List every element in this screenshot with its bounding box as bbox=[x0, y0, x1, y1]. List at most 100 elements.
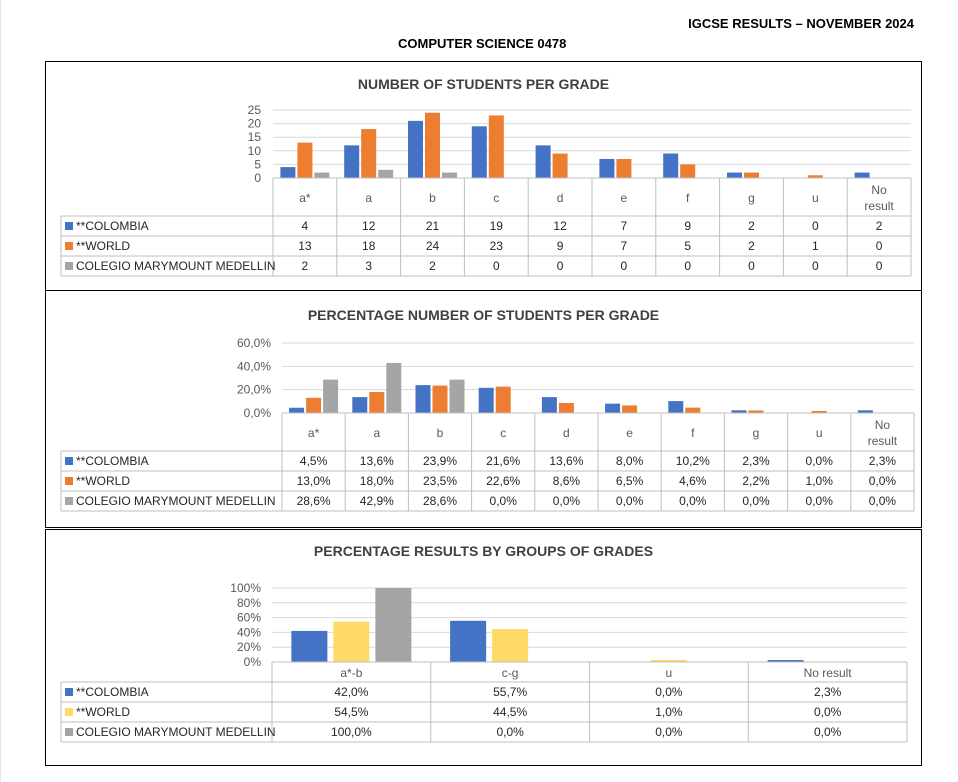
page-left-rule bbox=[0, 0, 1, 782]
chart-panel-groups-of-grades: PERCENTAGE RESULTS BY GROUPS OF GRADES 0%… bbox=[45, 529, 922, 766]
x-tick-label: c bbox=[493, 191, 499, 205]
legend-entry: **WORLD bbox=[76, 474, 130, 488]
data-label: 7 bbox=[621, 239, 628, 253]
legend-key bbox=[65, 222, 73, 230]
data-label: 0,0% bbox=[814, 705, 842, 719]
data-label: 100,0% bbox=[331, 725, 372, 739]
data-label: 55,7% bbox=[493, 685, 527, 699]
bar bbox=[857, 410, 873, 413]
chart-panel-students-per-grade: NUMBER OF STUDENTS PER GRADE 0 5 10 15 20 25 a*… bbox=[45, 61, 922, 291]
data-label: 2 bbox=[748, 239, 755, 253]
x-tick-label: b bbox=[437, 426, 444, 440]
data-label: 9 bbox=[557, 239, 564, 253]
y-tick-label: 20,0% bbox=[237, 383, 271, 397]
legend-key bbox=[65, 728, 73, 736]
chart-title: NUMBER OF STUDENTS PER GRADE bbox=[358, 76, 609, 92]
x-tick-label: No result bbox=[804, 666, 853, 680]
bar bbox=[811, 411, 827, 413]
x-tick-label: a bbox=[365, 191, 372, 205]
data-label: 0 bbox=[493, 259, 500, 273]
data-label: 8,0% bbox=[616, 454, 644, 468]
x-tick-label: u bbox=[816, 426, 823, 440]
x-tick-label: result bbox=[864, 199, 894, 213]
data-label: 13,0% bbox=[297, 474, 331, 488]
legend-key bbox=[65, 457, 73, 465]
data-label: 0 bbox=[748, 259, 755, 273]
x-tick-label: a* bbox=[308, 426, 320, 440]
y-tick-label: 10 bbox=[248, 144, 262, 158]
x-tick-label: u bbox=[812, 191, 819, 205]
bar bbox=[767, 660, 804, 662]
data-label: 12 bbox=[362, 219, 376, 233]
chart-1-svg: NUMBER OF STUDENTS PER GRADE0510152025a*… bbox=[60, 76, 912, 277]
data-label: 9 bbox=[684, 219, 691, 233]
x-tick-label: No bbox=[871, 183, 887, 197]
data-label: 2,3% bbox=[742, 454, 770, 468]
x-tick-label: g bbox=[748, 191, 755, 205]
legend-entry: COLEGIO MARYMOUNT MEDELLIN bbox=[76, 259, 276, 273]
data-label: 24 bbox=[426, 239, 440, 253]
data-label: 2 bbox=[876, 219, 883, 233]
bar bbox=[668, 401, 684, 413]
legend-entry: **COLOMBIA bbox=[76, 685, 149, 699]
data-label: 21 bbox=[426, 219, 440, 233]
data-label: 7 bbox=[621, 219, 628, 233]
bar bbox=[807, 175, 823, 178]
x-tick-label: f bbox=[686, 191, 690, 205]
bar bbox=[650, 660, 687, 662]
data-label: 4,6% bbox=[679, 474, 707, 488]
data-label: 2 bbox=[302, 259, 309, 273]
bar bbox=[492, 629, 529, 662]
bar bbox=[727, 172, 742, 178]
chart-title: PERCENTAGE NUMBER OF STUDENTS PER GRADE bbox=[308, 307, 659, 323]
bar bbox=[291, 630, 328, 662]
chart-2-svg: PERCENTAGE NUMBER OF STUDENTS PER GRADE 0… bbox=[60, 307, 915, 512]
data-label: 23,5% bbox=[423, 474, 457, 488]
legend-entry: COLEGIO MARYMOUNT MEDELLIN bbox=[76, 725, 276, 739]
y-tick-label: 0,0% bbox=[244, 406, 272, 420]
legend-key bbox=[65, 242, 73, 250]
bar bbox=[558, 402, 574, 413]
y-tick-label: 100% bbox=[230, 581, 261, 595]
data-label: 0,0% bbox=[742, 494, 770, 508]
data-label: 0 bbox=[876, 259, 883, 273]
bar bbox=[323, 379, 339, 413]
legend-entry: **WORLD bbox=[76, 705, 130, 719]
data-label: 0 bbox=[812, 219, 819, 233]
bar bbox=[854, 172, 870, 178]
bar bbox=[361, 129, 377, 178]
data-label: 18,0% bbox=[360, 474, 394, 488]
data-label: 4,5% bbox=[300, 454, 328, 468]
data-label: 1 bbox=[812, 239, 819, 253]
data-label: 2 bbox=[429, 259, 436, 273]
legend-entry: COLEGIO MARYMOUNT MEDELLIN bbox=[76, 494, 276, 508]
data-label: 0,0% bbox=[806, 454, 834, 468]
data-label: 0,0% bbox=[655, 685, 683, 699]
data-label: 0,0% bbox=[616, 494, 644, 508]
data-label: 0,0% bbox=[496, 725, 524, 739]
bar bbox=[535, 145, 551, 178]
legend-key bbox=[65, 708, 73, 716]
legend-key bbox=[65, 477, 73, 485]
chart-title: PERCENTAGE RESULTS BY GROUPS OF GRADES bbox=[314, 543, 653, 559]
bar bbox=[432, 385, 448, 413]
data-label: 0,0% bbox=[869, 494, 897, 508]
data-label: 0,0% bbox=[814, 725, 842, 739]
data-label: 10,2% bbox=[676, 454, 710, 468]
bar bbox=[450, 620, 487, 662]
x-tick-label: d bbox=[563, 426, 570, 440]
data-label: 18 bbox=[362, 239, 376, 253]
y-tick-label: 15 bbox=[248, 130, 262, 144]
y-tick-label: 20% bbox=[237, 640, 261, 654]
data-label: 21,6% bbox=[486, 454, 520, 468]
x-tick-label: a*-b bbox=[340, 666, 362, 680]
data-label: 42,9% bbox=[360, 494, 394, 508]
data-label: 0,0% bbox=[655, 725, 683, 739]
data-label: 0 bbox=[557, 259, 564, 273]
data-label: 0,0% bbox=[806, 494, 834, 508]
bar bbox=[680, 164, 696, 178]
bar bbox=[622, 405, 638, 413]
legend-entry: **COLOMBIA bbox=[76, 454, 149, 468]
x-tick-label: g bbox=[753, 426, 760, 440]
data-label: 13,6% bbox=[549, 454, 583, 468]
